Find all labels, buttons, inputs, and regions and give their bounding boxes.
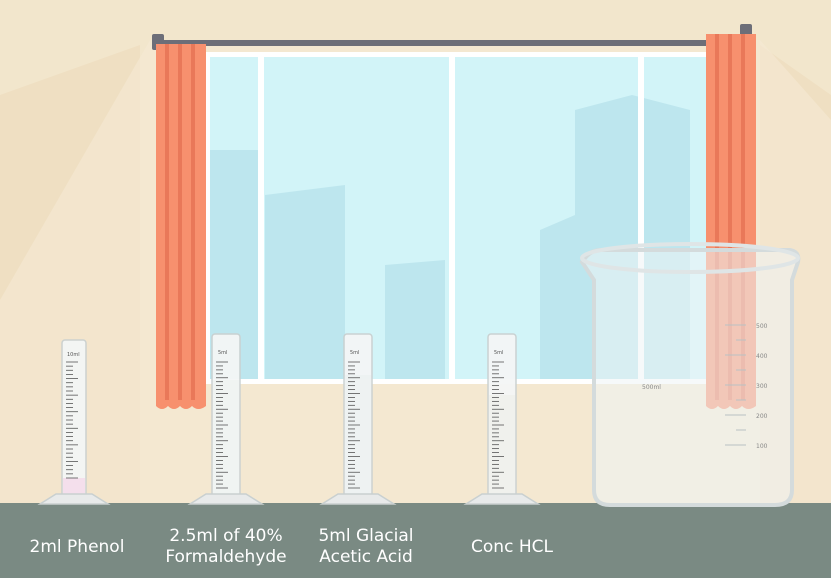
building-3 [385,260,445,379]
beaker-scale-label: 400 [756,353,768,360]
cylinder-top-mark: 5ml [494,350,503,356]
building-2 [265,185,345,379]
label-line: Acetic Acid [319,547,413,567]
cylinder-graduations [66,361,78,479]
label-phenol: 2ml Phenol [14,537,140,558]
label-line: Formaldehyde [165,547,287,567]
label-hcl: Conc HCL [444,537,580,558]
label-formaldehyde: 2.5ml of 40% Formaldehyde [148,526,304,568]
label-acetic-acid: 5ml Glacial Acetic Acid [298,526,434,568]
label-line: 2ml Phenol [29,537,125,557]
floor [0,503,831,578]
curtain-rod [152,40,752,46]
beaker-scale-label: 500 [756,323,768,330]
beaker-scale-label: 300 [756,383,768,390]
beaker-rim [580,242,800,274]
building-1 [210,150,260,379]
beaker-scale: 500 400 300 200 100 [725,323,768,450]
window-mullion [449,57,455,379]
label-line: 5ml Glacial [318,526,414,546]
window-mullion [638,57,644,379]
beaker-scale-label: 100 [756,443,768,450]
cylinder-hcl: 5ml [463,333,541,505]
beaker: 500ml 500 400 300 200 100 [579,242,801,507]
cylinder-graduations [216,361,228,489]
cylinder-graduations [492,361,504,489]
beaker-scale-label: 200 [756,413,768,420]
beaker-capacity-label: 500ml [642,384,661,391]
window-mullion [258,57,264,379]
cylinder-graduations [348,361,360,489]
cylinder-phenol: 10ml [37,339,111,505]
cylinder-formaldehyde: 5ml [187,333,265,505]
cylinder-acetic-acid: 5ml [319,333,397,505]
cylinder-top-mark: 5ml [350,350,359,356]
cylinder-top-mark: 10ml [67,352,80,358]
label-line: Conc HCL [471,537,553,557]
label-line: 2.5ml of 40% [169,526,283,546]
cylinder-top-mark: 5ml [218,350,227,356]
curtain-left [156,44,206,409]
